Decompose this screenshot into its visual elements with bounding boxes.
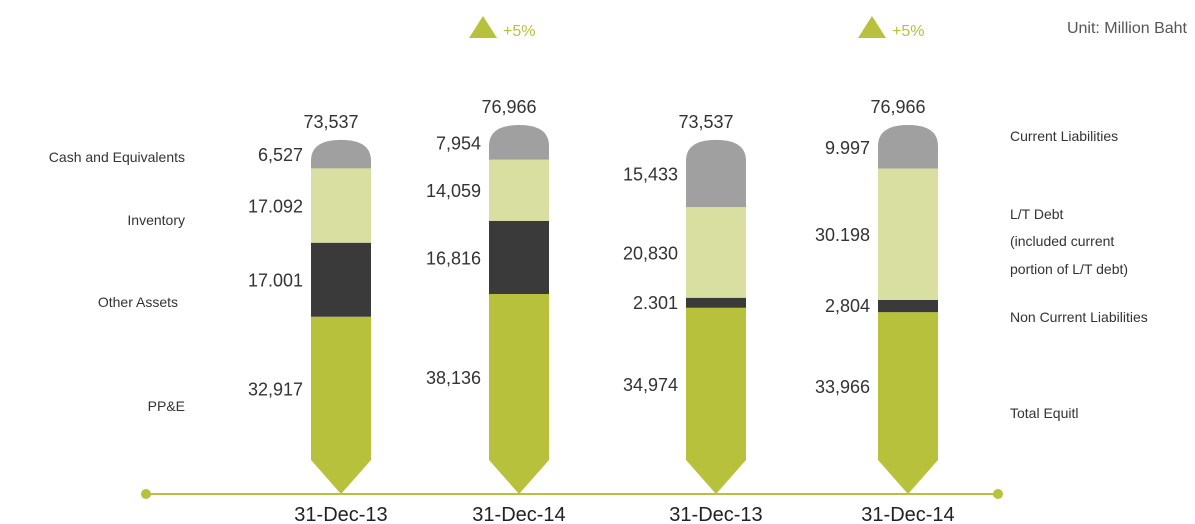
right-legend-label: portion of L/T debt) [1010, 261, 1128, 277]
left-legend-label: Cash and Equivalents [49, 149, 185, 165]
x-tick-label: 31-Dec-14 [472, 504, 565, 524]
left-legend-label: PP&E [148, 398, 185, 414]
right-legend-label: Current Liabilities [1010, 128, 1118, 144]
unit-label: Unit: Million Baht [1066, 20, 1187, 37]
bar-segment-other-assets [311, 242, 371, 317]
bar-segment-other-assets [489, 220, 549, 295]
bar-segment-l-t-debt [878, 168, 938, 300]
bar-segment-non-current-liabilities [686, 297, 746, 308]
x-tick-label: 31-Dec-14 [861, 504, 954, 524]
segment-value-label: 9.997 [825, 138, 870, 158]
x-tick-label: 31-Dec-13 [669, 504, 762, 524]
segment-value-label: 2,804 [825, 296, 870, 316]
bar-segment-l-t-debt [686, 207, 746, 298]
bar-total-label: 76,966 [481, 97, 536, 117]
segment-value-label: 6,527 [258, 145, 303, 165]
bar-segment-inventory [489, 159, 549, 221]
bar-segment-current-liabilities [878, 125, 938, 169]
right-legend-label: Total Equitl [1010, 405, 1078, 421]
segment-value-label: 14,059 [426, 181, 481, 201]
bar-total-label: 73,537 [303, 112, 358, 132]
segment-value-label: 2.301 [633, 293, 678, 313]
growth-up-arrow-icon [858, 16, 886, 38]
bar-total-label: 73,537 [678, 112, 733, 132]
segment-value-label: 15,433 [623, 165, 678, 185]
segment-value-label: 38,136 [426, 368, 481, 388]
left-legend-label: Inventory [127, 212, 185, 228]
growth-label: +5% [892, 23, 924, 40]
left-legend-label: Other Assets [98, 294, 178, 310]
bar-segment-pp-e [311, 316, 371, 494]
segment-value-label: 16,816 [426, 248, 481, 268]
axis-end-dot [993, 489, 1003, 499]
segment-value-label: 20,830 [623, 243, 678, 263]
segment-value-label: 33,966 [815, 377, 870, 397]
bar-segment-inventory [311, 168, 371, 243]
bar-segment-cash-and-equivalents [489, 125, 549, 160]
segment-value-label: 17.092 [248, 197, 303, 217]
bar-segment-pp-e [489, 294, 549, 494]
x-tick-label: 31-Dec-13 [294, 504, 387, 524]
growth-label: +5% [503, 23, 535, 40]
segment-value-label: 34,974 [623, 375, 678, 395]
axis-start-dot [141, 489, 151, 499]
right-legend-label: L/T Debt [1010, 206, 1064, 222]
bar-segment-total-equitl [686, 307, 746, 494]
segment-value-label: 30.198 [815, 225, 870, 245]
segment-value-label: 7,954 [436, 133, 481, 153]
bar-total-label: 76,966 [870, 97, 925, 117]
bar-segment-cash-and-equivalents [311, 139, 371, 169]
right-legend-label: (included current [1010, 233, 1114, 249]
segment-value-label: 32,917 [248, 379, 303, 399]
growth-up-arrow-icon [469, 16, 497, 38]
bar-segment-current-liabilities [686, 139, 746, 208]
bar-segment-total-equitl [878, 312, 938, 494]
right-legend-label: Non Current Liabilities [1010, 309, 1148, 325]
segment-value-label: 17.001 [248, 271, 303, 291]
bar-segment-non-current-liabilities [878, 299, 938, 313]
